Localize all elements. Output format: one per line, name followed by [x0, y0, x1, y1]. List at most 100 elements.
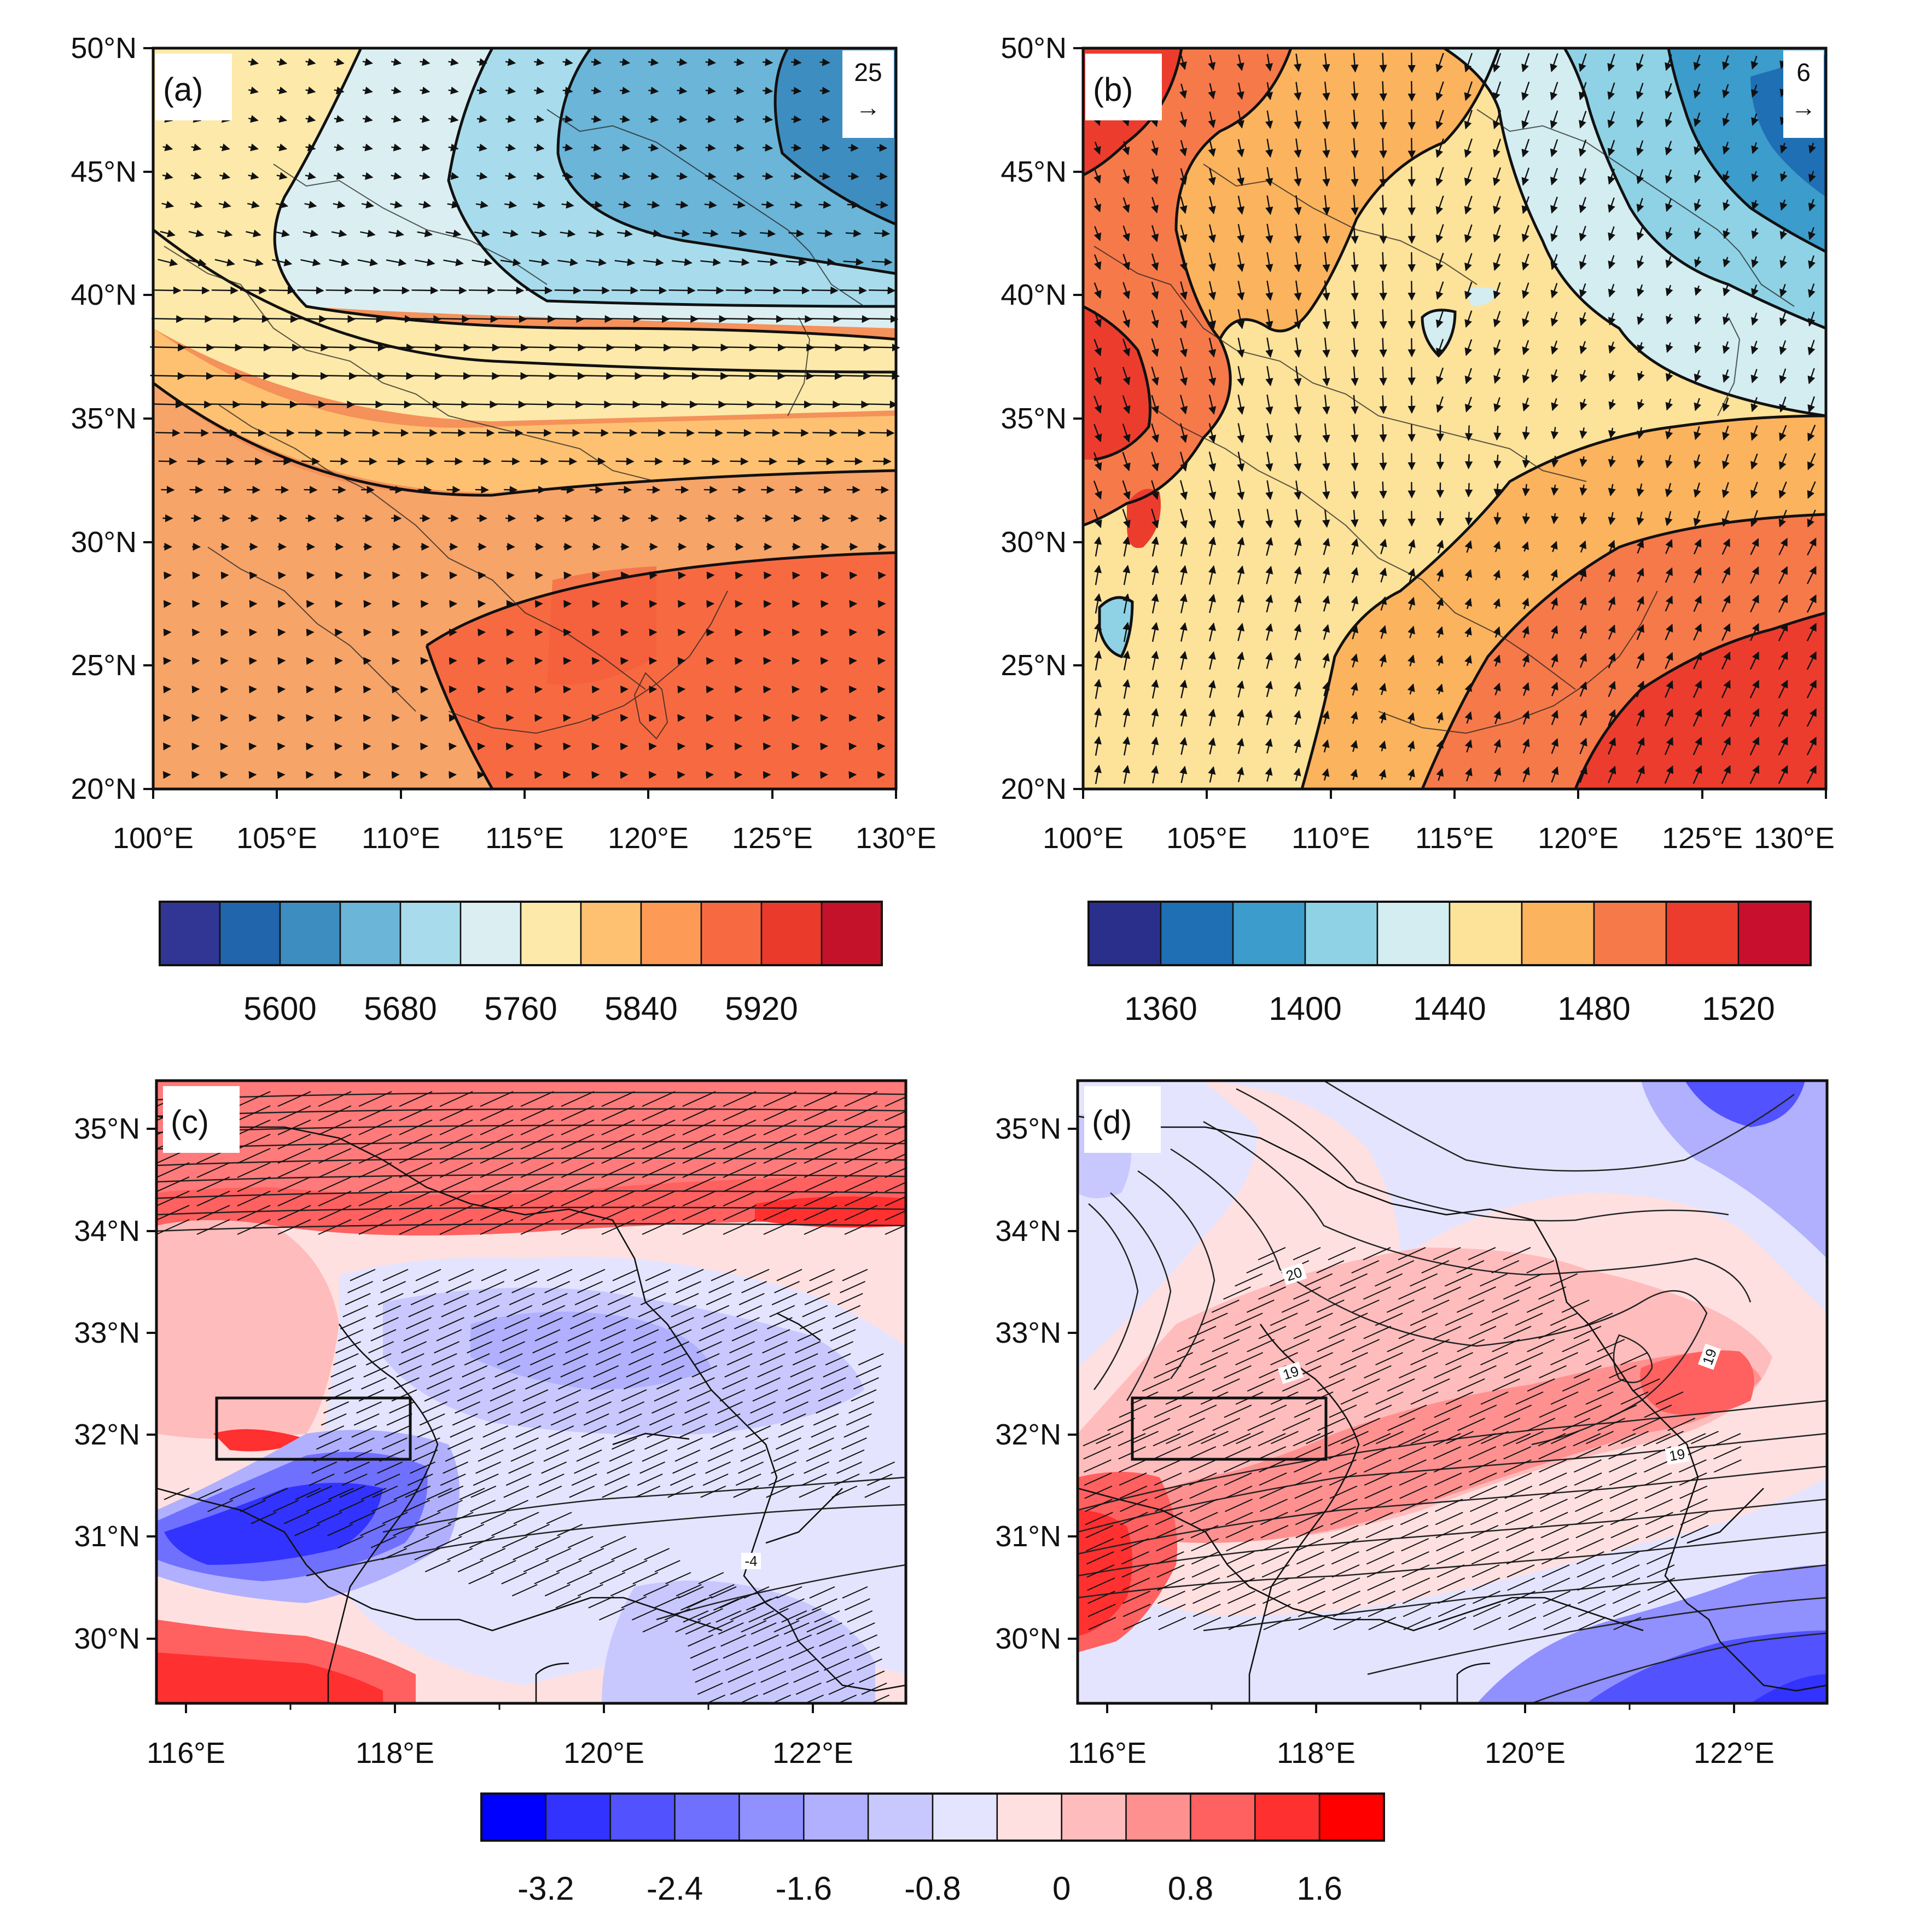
hatch-mark — [439, 1134, 473, 1150]
wind-vector — [849, 571, 858, 579]
lat-ticks-c: 35°N 34°N 33°N 32°N 31°N 30°N — [74, 1112, 156, 1655]
wind-vector — [1093, 678, 1102, 699]
hatch-mark — [682, 1205, 716, 1221]
hatch-mark — [480, 1148, 514, 1164]
wind-vector — [1636, 169, 1644, 184]
wind-vector — [248, 172, 259, 180]
hatch-mark — [277, 1205, 311, 1221]
hatch-mark — [682, 1162, 716, 1178]
lon-tick-label: 120°E — [563, 1737, 644, 1769]
wind-vector — [1464, 626, 1472, 637]
wind-vector — [677, 742, 685, 751]
wind-vector — [1693, 55, 1701, 71]
wind-vector — [1265, 509, 1273, 529]
hatch-mark — [723, 1119, 757, 1135]
wind-vector — [1322, 739, 1330, 753]
wind-vector — [754, 286, 782, 295]
wind-vector — [391, 742, 400, 751]
wind-vector — [180, 315, 213, 323]
wind-vector — [1122, 169, 1130, 184]
wind-vector — [1435, 310, 1444, 328]
wind-vector — [1379, 309, 1387, 329]
wind-vector — [1351, 252, 1359, 272]
wind-vector — [877, 628, 886, 637]
wind-vector — [1179, 281, 1188, 300]
wind-vector — [190, 172, 202, 180]
wind-vector — [1435, 109, 1444, 130]
wind-vector — [1579, 540, 1587, 553]
wind-vector — [1379, 223, 1387, 244]
wind-vector — [1237, 594, 1245, 613]
wind-vector — [1265, 738, 1273, 754]
wind-vector — [1721, 680, 1731, 698]
hatch-mark — [277, 1176, 311, 1192]
wind-vector — [163, 657, 172, 665]
wind-vector — [1551, 484, 1559, 496]
wind-vector — [1579, 139, 1587, 157]
hatch-mark — [439, 1191, 473, 1206]
wind-vector — [1435, 683, 1444, 694]
hatch-mark — [804, 1191, 837, 1206]
wind-vector — [1265, 594, 1273, 613]
wind-vector — [640, 286, 667, 295]
wind-vector — [1692, 765, 1702, 784]
wind-vector — [305, 58, 316, 66]
colorbar-swatch — [803, 1792, 869, 1842]
wind-vector — [1665, 455, 1673, 469]
wind-vector — [1265, 82, 1273, 101]
colorbar-label: 1400 — [1269, 990, 1341, 1027]
wind-vector — [1579, 681, 1587, 697]
wind-vector — [1435, 167, 1444, 187]
wind-vector — [1208, 709, 1216, 727]
wind-vector — [323, 315, 356, 323]
wind-vector — [1550, 283, 1558, 299]
wind-vector — [505, 143, 516, 152]
wind-vector — [1379, 166, 1387, 187]
wind-vector — [1493, 253, 1501, 271]
wind-vector — [1665, 83, 1673, 100]
hatch-mark — [885, 1181, 906, 1192]
wind-vector — [409, 315, 441, 323]
wind-vector — [266, 315, 299, 323]
hatch-mark — [844, 1119, 878, 1135]
wind-vector — [448, 143, 459, 152]
hatch-mark — [844, 1176, 878, 1192]
wind-vector — [1806, 651, 1817, 670]
wind-vector — [417, 229, 433, 237]
wind-vector — [674, 229, 690, 237]
wind-vector — [1807, 368, 1816, 385]
wind-vector — [1379, 252, 1387, 272]
wind-vector — [362, 86, 373, 95]
wind-vector — [1637, 567, 1644, 583]
hatch-mark — [480, 1162, 514, 1178]
wind-vector — [1122, 423, 1131, 443]
wind-vector — [186, 258, 207, 266]
wind-vector — [1122, 536, 1131, 557]
hatch-mark — [480, 1091, 514, 1107]
colorbar-swatch — [580, 901, 642, 966]
wind-vector — [1750, 594, 1759, 613]
lat-tick-label: 31°N — [995, 1520, 1061, 1553]
wind-vector — [1493, 570, 1500, 581]
wind-vector — [472, 258, 493, 266]
wind-vector — [1579, 225, 1587, 242]
wind-vector — [1464, 253, 1473, 271]
hatch-mark — [601, 1134, 635, 1150]
hatch-mark — [844, 1191, 878, 1206]
hatch-mark — [237, 1105, 271, 1121]
wind-vector — [1694, 370, 1702, 382]
hatch-mark — [439, 1119, 473, 1135]
wind-vector — [190, 200, 203, 208]
wind-vector — [1407, 252, 1416, 272]
wind-vector — [1237, 451, 1245, 472]
wind-vector — [705, 115, 716, 123]
wind-vector — [618, 201, 632, 209]
wind-vector — [1665, 370, 1673, 382]
wind-vector — [872, 457, 892, 466]
wind-vector — [677, 86, 688, 95]
wind-vector — [1093, 141, 1101, 155]
wind-vector — [1151, 394, 1159, 415]
wind-vector — [477, 742, 486, 751]
wind-vector — [1749, 623, 1759, 641]
hatch-mark — [358, 1134, 392, 1150]
